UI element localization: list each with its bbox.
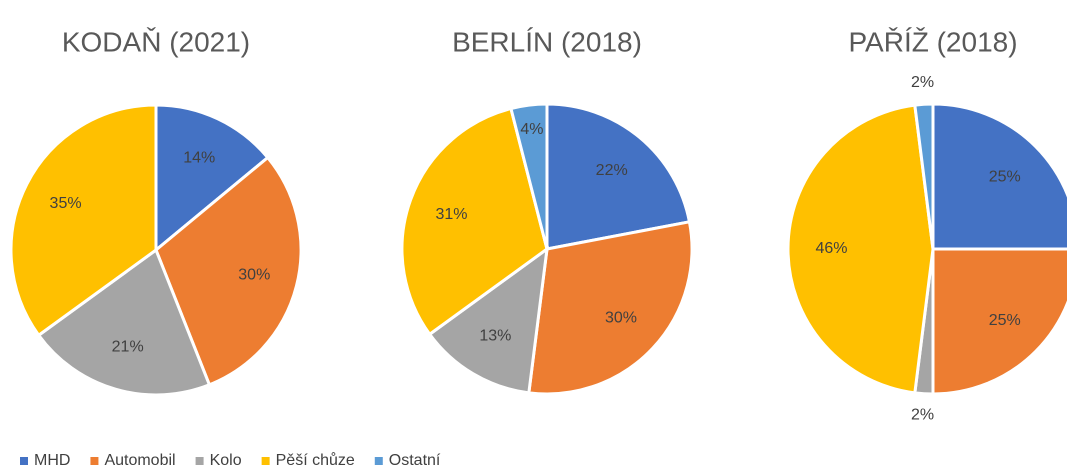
chart-title: PAŘÍŽ (2018) [848, 26, 1017, 57]
data-label: 30% [605, 310, 637, 327]
legend-swatch [20, 457, 28, 465]
data-label: 2% [911, 407, 934, 424]
data-label: 25% [989, 168, 1021, 185]
pie-slice [36, 247, 212, 397]
data-label: 22% [596, 162, 628, 179]
data-label: 35% [50, 195, 82, 212]
data-label: 31% [435, 206, 467, 223]
pie-slice [427, 245, 549, 395]
legend-label: Ostatní [389, 452, 441, 469]
data-label: 2% [911, 74, 934, 91]
chart-title: KODAŇ (2021) [62, 26, 250, 57]
legend-label: MHD [34, 452, 70, 469]
pie-slice [400, 106, 549, 337]
data-label: 14% [183, 149, 215, 166]
pie-slice [931, 102, 1067, 251]
pie-slice [9, 103, 158, 338]
data-label: 30% [238, 266, 270, 283]
legend-swatch [195, 457, 204, 465]
chart-title: BERLÍN (2018) [452, 26, 642, 57]
legend-swatch [90, 457, 99, 465]
legend-label: Pěší chůze [276, 451, 355, 469]
data-label: 25% [989, 312, 1021, 329]
data-label: 21% [112, 339, 144, 356]
pie-slice [154, 155, 303, 387]
legend-swatch [374, 457, 383, 465]
pie-slice [913, 102, 935, 250]
pie-slice [154, 103, 270, 254]
data-label: 13% [479, 328, 511, 345]
legend-swatch [261, 457, 270, 465]
pie-slice [509, 102, 549, 250]
data-label: 46% [815, 240, 847, 257]
pie-slice [527, 220, 694, 396]
data-label: 4% [520, 121, 543, 138]
pie-slice [786, 103, 935, 395]
pie-slice [545, 102, 692, 251]
legend-label: Automobil [104, 452, 175, 469]
pie-slice [931, 247, 1067, 396]
legend-label: Kolo [210, 452, 242, 469]
